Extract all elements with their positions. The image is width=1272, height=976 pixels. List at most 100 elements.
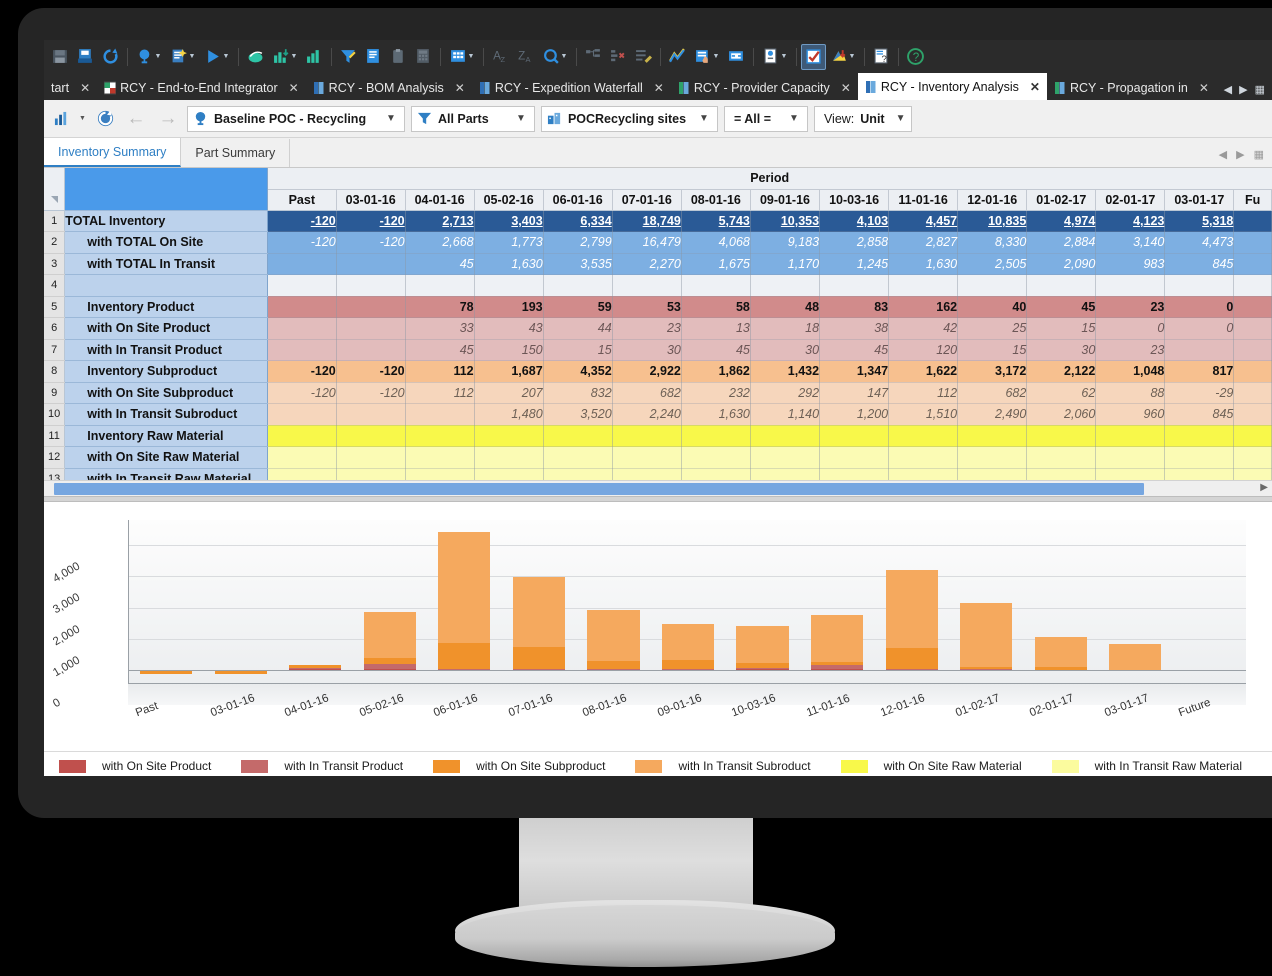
grid-cell[interactable] [1233,253,1272,275]
sheet-next-icon[interactable]: ▶ [1236,149,1245,161]
pivot-grid-icon[interactable]: ▼ [445,44,479,70]
grid-cell[interactable] [474,468,544,480]
grid-cell[interactable] [888,446,959,469]
report-icon[interactable] [361,44,386,70]
grid-cell[interactable]: 682 [612,382,682,404]
document-tab-close-icon[interactable]: ✕ [288,80,299,95]
all-filter-selector[interactable]: = All = ▼ [723,105,808,132]
row-number[interactable]: 10 [44,403,66,426]
grid-cell[interactable]: 120 [888,339,959,361]
grid-cell[interactable] [267,274,337,297]
grid-cell[interactable]: 1,630 [474,253,544,275]
grid-cell[interactable]: 83 [819,296,890,318]
grid-cell[interactable] [957,446,1028,469]
row-number[interactable]: 1 [44,210,66,232]
column-header-11[interactable]: 01-02-17 [1026,189,1097,211]
grid-cell[interactable] [1164,425,1235,447]
table-row[interactable]: 4 [44,274,1272,297]
help-icon[interactable]: ? [903,44,928,70]
grid-cell[interactable] [336,425,406,447]
grid-cell[interactable]: 10,353 [750,210,821,232]
legend-swatch[interactable] [433,759,461,773]
grid-cell[interactable]: 15 [957,339,1028,361]
grid-cell[interactable]: 2,713 [405,210,475,232]
table-row[interactable]: 8 Inventory Subproduct -120 -120 112 1,687 4,3… [44,360,1272,383]
grid-cell[interactable]: 1,048 [1095,360,1166,383]
row-label[interactable]: with In Transit Product [64,339,268,361]
grid-cell[interactable]: 845 [1164,253,1235,275]
grid-cell[interactable]: 48 [750,296,821,318]
grid-cell[interactable]: 1,773 [474,231,544,254]
table-row[interactable]: 13 with In Transit Raw Material [44,468,1272,480]
grid-cell[interactable]: 4,123 [1095,210,1166,232]
row-number[interactable]: 13 [44,468,66,480]
table-row[interactable]: 11 Inventory Raw Material [44,425,1272,447]
view-chart-dropdown-icon[interactable]: ▼ [79,115,86,122]
grid-cell[interactable] [1233,210,1272,232]
grid-cell[interactable]: 23 [612,317,682,340]
grid-cell[interactable] [612,468,682,480]
refresh-data-icon[interactable] [95,107,117,131]
new-report-icon[interactable]: ▼ [166,44,200,70]
grid-cell[interactable] [336,274,406,297]
grid-cell[interactable]: 2,827 [888,231,959,254]
grid-horizontal-scrollbar[interactable]: ▶ [44,480,1272,496]
grid-cell[interactable] [1095,468,1166,480]
grid-cell[interactable]: -120 [267,231,337,254]
grid-cell[interactable]: 4,352 [543,360,613,383]
inventory-grid[interactable]: Period Past 03-01-16 04-01-16 05-02-16 06-01-… [44,168,1272,480]
grid-cell[interactable]: 30 [750,339,821,361]
grid-cell[interactable] [819,274,890,297]
column-header-12[interactable]: 02-01-17 [1095,189,1166,211]
grid-cell[interactable]: 4,457 [888,210,959,232]
column-header-13[interactable]: 03-01-17 [1164,189,1235,211]
grid-cell[interactable]: 1,622 [888,360,959,383]
grid-cell[interactable]: 2,122 [1026,360,1097,383]
grid-cell[interactable]: 3,140 [1095,231,1166,254]
find-icon[interactable]: ▼ [538,44,572,70]
grid-cell[interactable]: 2,799 [543,231,613,254]
row-number[interactable]: 8 [44,360,66,383]
column-header-9[interactable]: 11-01-16 [888,189,959,211]
grid-cell[interactable]: 960 [1095,403,1166,426]
grid-cell[interactable]: 43 [474,317,544,340]
tab-next-icon[interactable]: ▶ [1239,84,1248,96]
parts-filter-dropdown-icon[interactable]: ▼ [516,113,526,124]
grid-cell[interactable] [1095,274,1166,297]
grid-cell[interactable] [543,274,613,297]
grid-cell[interactable]: 2,270 [612,253,682,275]
grid-cell[interactable] [1233,317,1272,340]
grid-cell[interactable]: 0 [1164,317,1235,340]
table-row[interactable]: 9 with On Site Subproduct -120 -120 112 207 83… [44,382,1272,404]
grid-cell[interactable] [267,403,337,426]
grid-cell[interactable] [681,468,751,480]
grid-cell[interactable]: 23 [1095,296,1166,318]
document-tab-close-icon[interactable]: ✕ [653,80,664,95]
grid-cell[interactable] [1164,339,1235,361]
grid-cell[interactable]: 45 [405,253,475,275]
grid-cell[interactable]: 1,862 [681,360,751,383]
column-header-10[interactable]: 12-01-16 [957,189,1028,211]
grid-cell[interactable]: -29 [1164,382,1235,404]
grid-cell[interactable] [819,425,890,447]
grid-cell[interactable]: 4,473 [1164,231,1235,254]
grid-cell[interactable] [888,425,959,447]
grid-cell[interactable]: 112 [405,382,475,404]
apply-icon-dropdown[interactable]: ▼ [712,53,720,60]
grid-cell[interactable]: 45 [1026,296,1097,318]
scenario-selector[interactable]: Baseline POC - Recycling ▼ [186,105,405,132]
table-row[interactable]: 5 Inventory Product 78 193 59 53 58 48 83 162 40 45… [44,296,1272,318]
row-label[interactable] [64,274,268,297]
grid-cell[interactable] [750,274,821,297]
column-header-7[interactable]: 09-01-16 [750,189,821,211]
grid-cell[interactable] [267,296,337,318]
view-dropdown-icon[interactable]: ▼ [895,113,906,124]
grid-cell[interactable]: -120 [336,360,406,383]
document-tab-3[interactable]: RCY - Expedition Waterfall ✕ [472,75,671,100]
legend-swatch[interactable] [635,759,663,773]
grid-cell[interactable]: 88 [1095,382,1166,404]
grid-cell[interactable]: -120 [336,382,406,404]
grid-cell[interactable]: 112 [888,382,959,404]
legend-swatch[interactable] [840,759,868,773]
